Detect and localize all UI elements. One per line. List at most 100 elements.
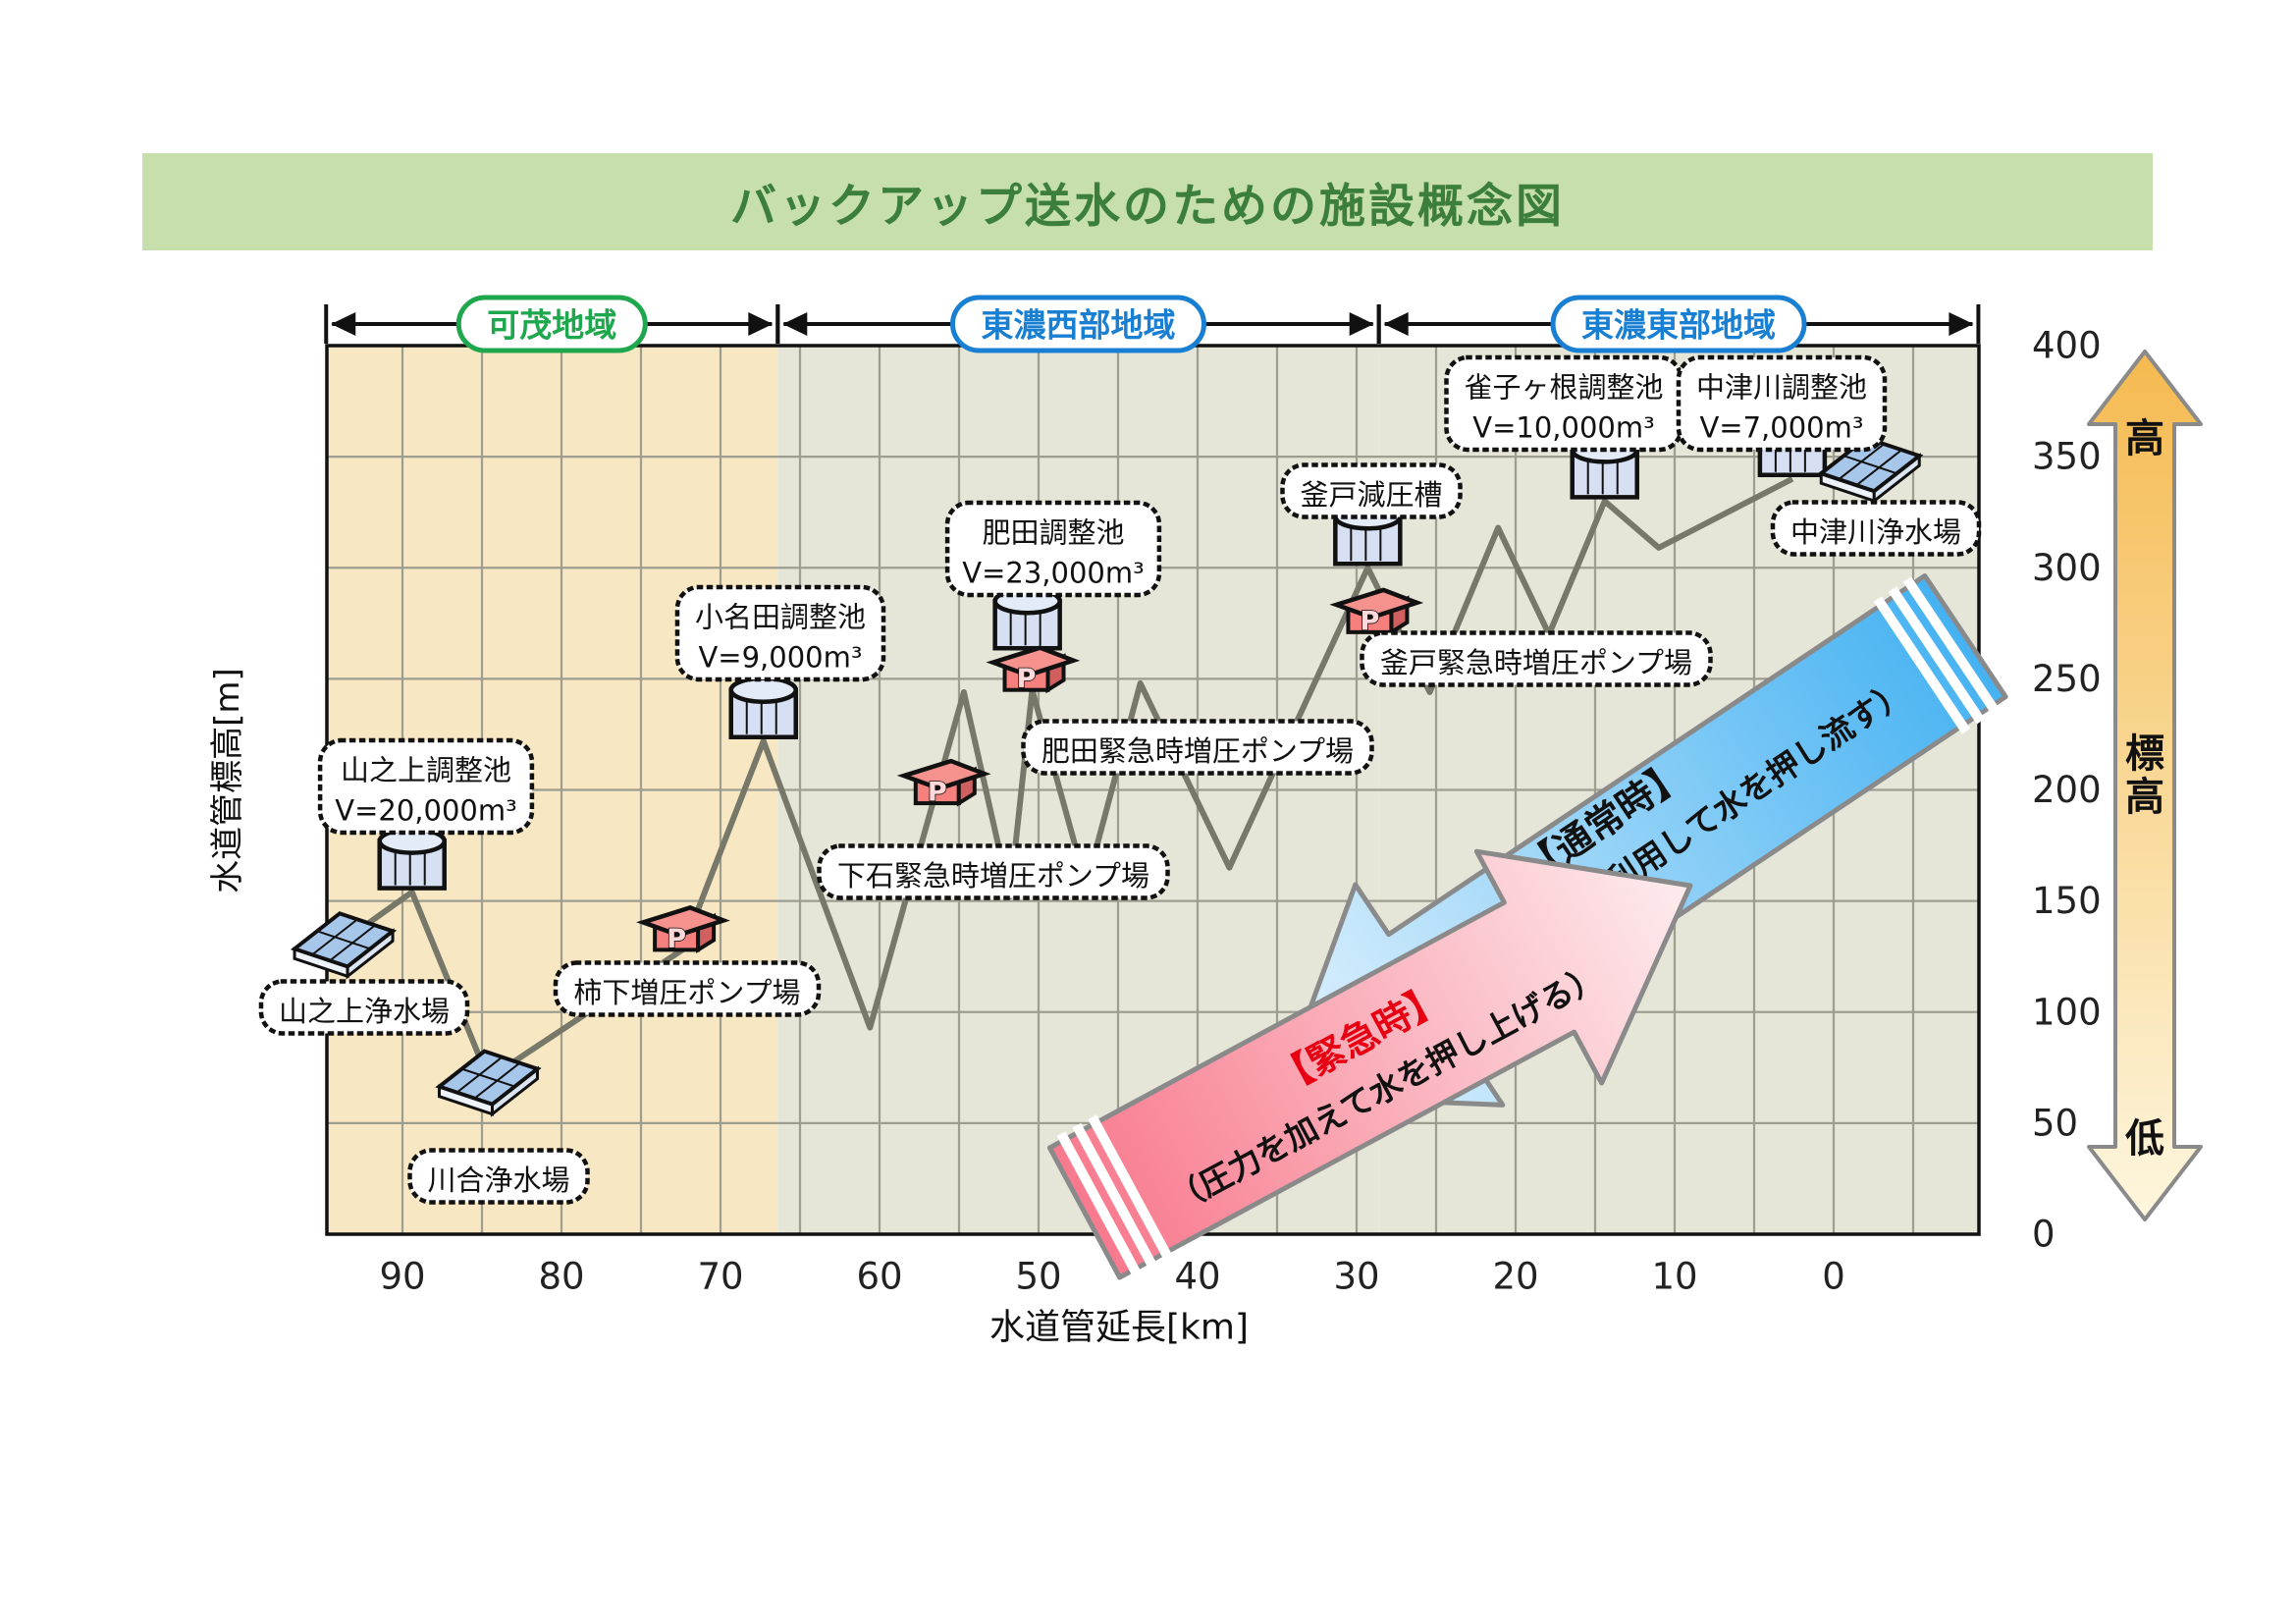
pump-letter: P [667, 924, 686, 954]
facility-label-shimoishi-pump-box [817, 843, 1170, 900]
facility-label-suzumegane-reservoir-text: V=10,000m³ [1472, 411, 1654, 445]
facility-kawai-wtp [435, 1049, 542, 1117]
facility-label-shimoishi-pump-text: 下石緊急時増圧ポンプ場 [837, 859, 1149, 893]
y-tick-label: 250 [2032, 658, 2102, 700]
facility-label-shimoishi-pump: 下石緊急時増圧ポンプ場 [817, 843, 1170, 900]
facility-label-kakishita-pump: 柿下増圧ポンプ場 [553, 960, 822, 1017]
facility-label-kamado-pump-text: 釜戸緊急時増圧ポンプ場 [1380, 646, 1692, 679]
arrowhead-left-icon [331, 312, 356, 336]
x-tick-label: 50 [1015, 1256, 1061, 1298]
panel-grid [1838, 443, 1902, 486]
facility-shimoishi-pump: P [896, 758, 991, 808]
region-header-kamo: 可茂地域 [324, 295, 780, 353]
pump-roof [636, 905, 730, 938]
facility-label-suzumegane-reservoir: 雀子ヶ根調整池 V=10,000m³ [1444, 354, 1683, 453]
facility-label-yamanoue-reservoir-box [317, 737, 535, 836]
flow-arrow-emergency-break-stripe [1088, 1114, 1173, 1262]
flow-arrow-emergency-body [1046, 848, 1693, 1280]
facility-label-nakatsugawa-reservoir-text: 中津川調整池 [1696, 371, 1867, 405]
facility-hida-reservoir [992, 586, 1062, 651]
facility-label-kamado-pressure-tank-text: 釜戸減圧槽 [1300, 478, 1442, 512]
pump-letter: P [928, 778, 947, 808]
facility-label-yamanoue-wtp-text: 山之上浄水場 [279, 995, 450, 1028]
facility-label-onada-reservoir-text: V=9,000m³ [698, 641, 862, 675]
facility-kamado-pump: P [1329, 587, 1424, 637]
pump-letter: P [1017, 664, 1037, 694]
facility-yamanoue-reservoir [377, 827, 447, 891]
facility-label-kamado-pressure-tank-box [1280, 462, 1463, 519]
facility-label-kawai-wtp-text: 川合浄水場 [427, 1164, 569, 1197]
region-label-kamo: 可茂地域 [487, 306, 616, 345]
facility-yamanoue-wtp [290, 911, 398, 980]
elevation-label-low: 低 [2125, 1116, 2164, 1162]
tank-top [728, 676, 798, 704]
region-header-tono-east: 東濃東部地域 [1376, 295, 1981, 353]
facility-label-nakatsugawa-wtp-text: 中津川浄水場 [1790, 515, 1961, 549]
region-label-tono-east: 東濃東部地域 [1581, 306, 1776, 345]
x-tick-label: 20 [1492, 1256, 1538, 1298]
facility-label-nakatsugawa-reservoir-box [1676, 354, 1888, 453]
facility-label-onada-reservoir-text: 小名田調整池 [695, 601, 866, 634]
panel-grid [311, 918, 376, 962]
arrowhead-right-icon [1949, 312, 1974, 336]
elevation-label-high: 高 [2125, 416, 2164, 461]
facility-label-suzumegane-reservoir-box [1444, 354, 1683, 453]
facility-label-yamanoue-wtp-box [258, 979, 470, 1036]
pump-roof [986, 645, 1081, 678]
x-tick-label: 40 [1174, 1256, 1220, 1298]
elevation-label-middle: 標高 [2125, 731, 2164, 820]
region-label-tono-west: 東濃西部地域 [982, 306, 1176, 345]
arrowhead-left-icon [1383, 312, 1409, 336]
panel-gridline [311, 918, 358, 956]
x-axis-title: 水道管延長[km] [989, 1308, 1249, 1348]
y-axis-title: 水道管標高[m] [208, 668, 247, 893]
y-tick-label: 200 [2032, 769, 2102, 811]
page-title: バックアップ送水のための施設概念図 [730, 180, 1565, 234]
y-tick-label: 400 [2032, 325, 2102, 367]
title-banner: バックアップ送水のための施設概念図 [142, 153, 2153, 250]
x-tick-label: 80 [538, 1256, 584, 1298]
facility-label-kamado-pump: 釜戸緊急時増圧ポンプ場 [1360, 630, 1713, 687]
y-tick-label: 350 [2032, 436, 2102, 478]
facility-label-hida-reservoir-box [944, 500, 1162, 598]
arrowhead-right-icon [1349, 312, 1374, 336]
facility-label-kamado-pump-box [1360, 630, 1713, 687]
facility-label-hida-reservoir: 肥田調整池 V=23,000m³ [944, 500, 1162, 598]
panel-gridline [473, 1061, 521, 1100]
facility-label-nakatsugawa-wtp: 中津川浄水場 [1770, 500, 1982, 557]
elevation-arrow-body [2087, 350, 2203, 1221]
facility-hida-pump: P [986, 645, 1081, 695]
region-pill-tono-west [950, 295, 1206, 353]
facility-label-yamanoue-reservoir-text: V=20,000m³ [335, 794, 516, 828]
y-tick-label: 100 [2032, 991, 2102, 1033]
pump-letter: P [1361, 606, 1380, 636]
flow-arrow-emergency-break-stripe [1072, 1122, 1158, 1270]
flow-arrow-emergency-break-stripe [1056, 1131, 1143, 1278]
x-tick-label: 90 [379, 1256, 425, 1298]
facility-label-kawai-wtp-box [407, 1148, 590, 1205]
facility-label-kakishita-pump-box [553, 960, 822, 1017]
panel-gridline [1838, 443, 1885, 480]
facility-label-hida-pump-box [1021, 719, 1374, 776]
arrowhead-left-icon [782, 312, 808, 336]
region-pill-kamo [455, 295, 648, 353]
facility-label-nakatsugawa-reservoir-text: V=7,000m³ [1699, 411, 1863, 445]
facility-label-onada-reservoir-box [674, 584, 886, 682]
facility-label-nakatsugawa-wtp-box [1770, 500, 1982, 557]
y-tick-label: 150 [2032, 880, 2102, 922]
facility-onada-reservoir [728, 676, 798, 739]
facility-label-kawai-wtp: 川合浄水場 [407, 1148, 590, 1205]
facility-label-kakishita-pump-text: 柿下増圧ポンプ場 [573, 976, 800, 1009]
panel-gridline [461, 1067, 515, 1088]
region-header-tono-west: 東濃西部地域 [775, 295, 1381, 353]
panel-gridline [316, 930, 371, 950]
y-tick-label: 50 [2032, 1102, 2078, 1144]
flow-arrow-normal-break-stripe [1888, 586, 1986, 725]
flow-arrow-normal-break-stripe [1902, 576, 2001, 715]
pump-roof [1329, 587, 1424, 621]
arrowhead-right-icon [748, 312, 774, 336]
facility-kakishita-pump: P [636, 905, 730, 955]
